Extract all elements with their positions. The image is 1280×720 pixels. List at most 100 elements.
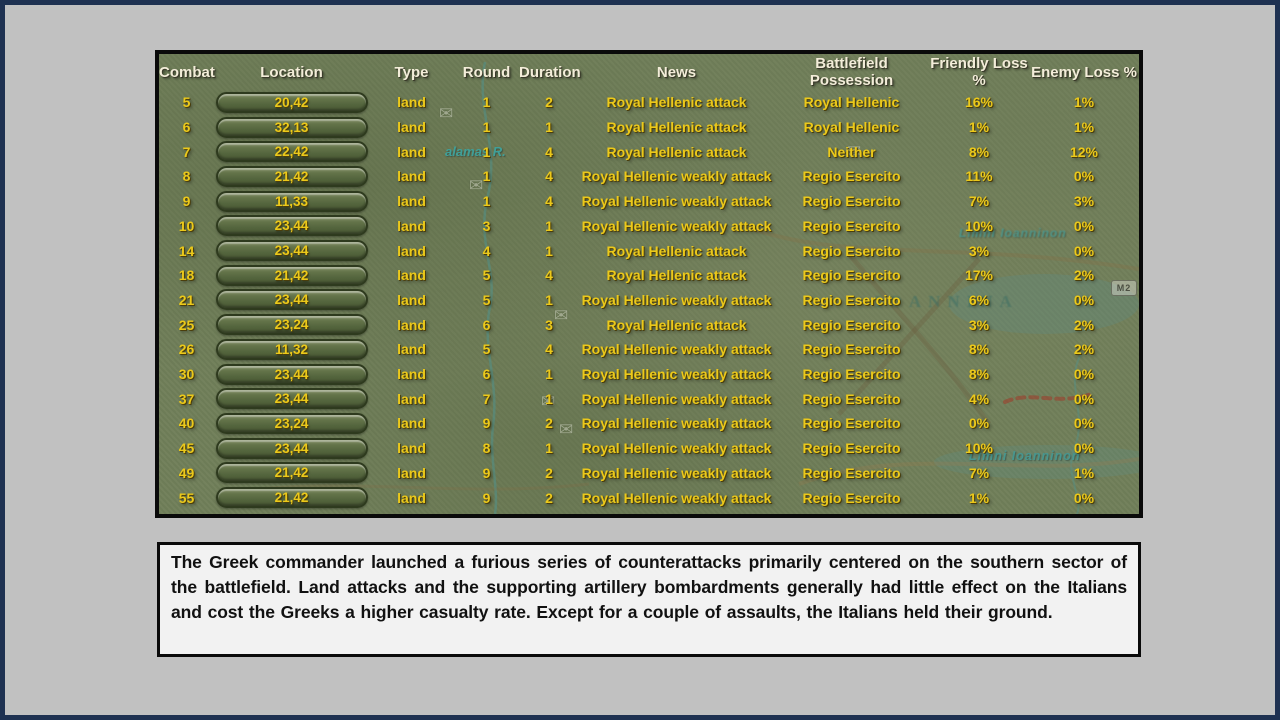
round-cell: 1 [482, 143, 491, 160]
enemy-loss-cell: 2% [1073, 341, 1095, 358]
location-button[interactable]: 23,24 [215, 412, 368, 434]
location-button-label: 21,42 [274, 267, 309, 283]
news-cell: Royal Hellenic weakly attack [581, 390, 772, 407]
header-enemy-loss: Enemy Loss % [1031, 63, 1137, 81]
location-cell: 21,42 [214, 462, 369, 484]
round-cell: 3 [482, 217, 491, 234]
combat-row: 18 21,42 land 5 4 Royal Hellenic attack … [159, 264, 1139, 286]
type-cell: land [397, 291, 426, 308]
duration-cell: 2 [545, 94, 553, 111]
type-cell: land [397, 242, 426, 259]
enemy-loss-cell: 1% [1073, 119, 1095, 136]
location-button-label: 23,44 [274, 366, 309, 382]
location-button[interactable]: 23,44 [215, 215, 368, 237]
combat-id-cell: 21 [178, 291, 195, 308]
location-button[interactable]: 23,44 [215, 240, 368, 262]
type-cell: land [397, 415, 426, 432]
location-cell: 23,44 [214, 289, 369, 311]
header-possession: Battlefield Possession [809, 55, 894, 89]
combat-row: 26 11,32 land 5 4 Royal Hellenic weakly … [159, 338, 1139, 360]
location-button[interactable]: 32,13 [215, 116, 368, 138]
location-button[interactable]: 23,44 [215, 388, 368, 410]
duration-cell: 2 [545, 489, 553, 506]
enemy-loss-cell: 0% [1073, 489, 1095, 506]
possession-cell: Regio Esercito [802, 366, 901, 383]
duration-cell: 1 [545, 217, 553, 234]
friendly-loss-cell: 16% [964, 94, 994, 111]
type-cell: land [397, 217, 426, 234]
location-button[interactable]: 23,44 [215, 437, 368, 459]
header-friendly-loss: Friendly Loss % [930, 55, 1028, 89]
possession-cell: Regio Esercito [802, 341, 901, 358]
friendly-loss-cell: 1% [968, 489, 990, 506]
round-cell: 6 [482, 316, 491, 333]
duration-cell: 4 [545, 341, 553, 358]
location-cell: 32,13 [214, 116, 369, 138]
location-cell: 23,24 [214, 412, 369, 434]
location-button[interactable]: 21,42 [215, 487, 368, 509]
news-cell: Royal Hellenic weakly attack [581, 217, 772, 234]
possession-cell: Royal Hellenic [803, 94, 900, 111]
friendly-loss-cell: 17% [964, 267, 994, 284]
location-button[interactable]: 23,44 [215, 363, 368, 385]
news-cell: Royal Hellenic weakly attack [581, 168, 772, 185]
duration-cell: 4 [545, 193, 553, 210]
news-cell: Royal Hellenic weakly attack [581, 440, 772, 457]
combat-row: 40 23,24 land 9 2 Royal Hellenic weakly … [159, 412, 1139, 434]
location-button-label: 21,42 [274, 465, 309, 481]
round-cell: 9 [482, 415, 491, 432]
location-button[interactable]: 23,44 [215, 289, 368, 311]
friendly-loss-cell: 11% [965, 168, 993, 185]
friendly-loss-cell: 3% [968, 316, 990, 333]
location-cell: 20,42 [214, 91, 369, 113]
combat-id-cell: 26 [178, 341, 195, 358]
location-button[interactable]: 21,42 [215, 462, 368, 484]
location-cell: 23,44 [214, 363, 369, 385]
location-cell: 21,42 [214, 264, 369, 286]
combat-id-cell: 40 [178, 415, 195, 432]
header-duration: Duration [519, 63, 581, 81]
combat-row: 10 23,44 land 3 1 Royal Hellenic weakly … [159, 215, 1139, 237]
enemy-loss-cell: 0% [1073, 242, 1095, 259]
friendly-loss-cell: 1% [968, 119, 990, 136]
duration-cell: 1 [545, 366, 553, 383]
combat-row: 9 11,33 land 1 4 Royal Hellenic weakly a… [159, 190, 1139, 212]
combat-id-cell: 18 [178, 267, 195, 284]
friendly-loss-cell: 8% [968, 366, 990, 383]
combat-id-cell: 55 [178, 489, 195, 506]
location-button[interactable]: 23,24 [215, 314, 368, 336]
possession-cell: Regio Esercito [802, 316, 901, 333]
location-button[interactable]: 11,33 [215, 190, 368, 212]
combat-results-screenshot: alamas R. Limni Ioanninon IOANNINA Limni… [155, 50, 1143, 518]
news-cell: Royal Hellenic weakly attack [581, 291, 772, 308]
location-button[interactable]: 21,42 [215, 165, 368, 187]
location-button[interactable]: 11,32 [215, 338, 368, 360]
location-button-label: 23,24 [274, 317, 309, 333]
round-cell: 8 [482, 440, 491, 457]
duration-cell: 2 [545, 415, 553, 432]
type-cell: land [397, 390, 426, 407]
location-cell: 22,42 [214, 141, 369, 163]
combat-id-cell: 8 [182, 168, 191, 185]
location-button[interactable]: 22,42 [215, 141, 368, 163]
combat-id-cell: 25 [178, 316, 195, 333]
header-news: News [656, 63, 697, 81]
news-cell: Royal Hellenic attack [606, 119, 747, 136]
combat-id-cell: 6 [182, 119, 191, 136]
friendly-loss-cell: 6% [968, 291, 990, 308]
possession-cell: Regio Esercito [802, 267, 901, 284]
news-cell: Royal Hellenic attack [606, 94, 747, 111]
header-round: Round [462, 63, 511, 81]
type-cell: land [397, 143, 426, 160]
combat-row: 30 23,44 land 6 1 Royal Hellenic weakly … [159, 363, 1139, 385]
round-cell: 6 [482, 366, 491, 383]
location-button-label: 23,44 [274, 440, 309, 456]
combat-row: 21 23,44 land 5 1 Royal Hellenic weakly … [159, 289, 1139, 311]
combat-id-cell: 14 [178, 242, 195, 259]
location-button[interactable]: 21,42 [215, 264, 368, 286]
location-button[interactable]: 20,42 [215, 91, 368, 113]
combat-id-cell: 10 [178, 217, 195, 234]
location-button-label: 23,44 [274, 218, 309, 234]
friendly-loss-cell: 7% [968, 464, 990, 481]
